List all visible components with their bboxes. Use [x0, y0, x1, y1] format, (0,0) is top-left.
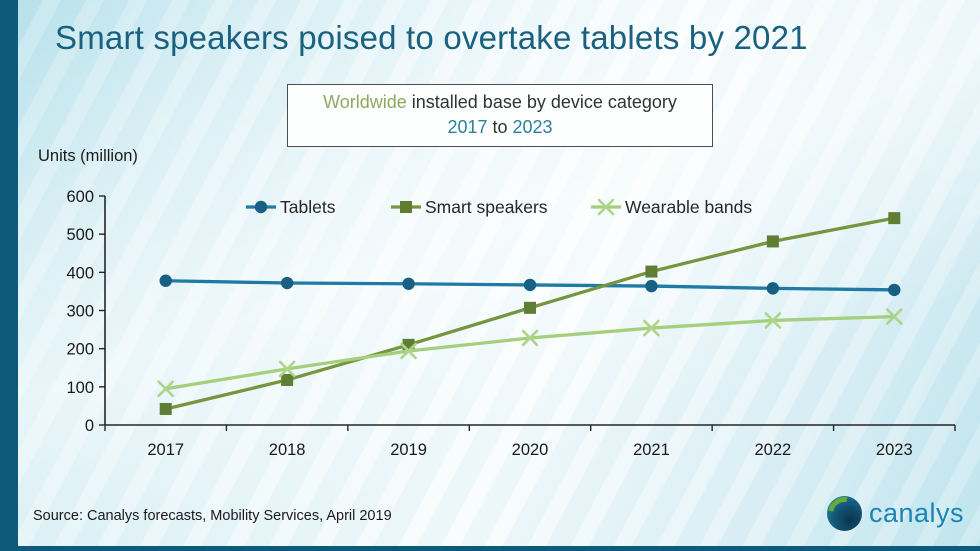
- subtitle-rest: installed base by device category: [406, 92, 677, 112]
- y-tick-label: 200: [66, 341, 94, 359]
- legend-label: Smart speakers: [425, 197, 548, 217]
- y-tick-label: 500: [66, 226, 94, 244]
- legend-label: Tablets: [280, 197, 336, 217]
- x-tick-label: 2021: [633, 441, 670, 459]
- canalys-globe-icon: [826, 496, 862, 531]
- source-note: Source: Canalys forecasts, Mobility Serv…: [33, 508, 392, 524]
- subtitle-line-2: 2017 to 2023: [288, 115, 712, 140]
- chart-subtitle-box: Worldwide installed base by device categ…: [287, 84, 713, 147]
- canalys-logo-text: canalys: [868, 498, 964, 528]
- x-tick-label: 2023: [876, 441, 913, 459]
- page-title: Smart speakers poised to overtake tablet…: [55, 19, 808, 56]
- x-tick-label: 2017: [147, 441, 184, 459]
- series-wearable-bands: [157, 308, 903, 398]
- subtitle-to: to: [487, 117, 513, 137]
- y-axis-title: Units (million): [38, 147, 138, 165]
- legend-item: [391, 201, 421, 213]
- y-tick-label: 100: [66, 379, 94, 397]
- canalys-logo: canalys: [826, 496, 964, 531]
- y-tick-label: 600: [66, 188, 94, 206]
- y-tick-label: 0: [85, 417, 94, 435]
- accent-bar-bottom: [0, 546, 980, 551]
- x-tick-label: 2022: [754, 441, 791, 459]
- x-tick-label: 2020: [512, 441, 549, 459]
- y-tick-label: 300: [66, 303, 94, 321]
- chart-canvas: 0 100 200 300 400 500 600 2017 2018 2019 2020 2021 2…: [66, 188, 956, 459]
- series-tablets: [159, 274, 901, 297]
- subtitle-line-1: Worldwide installed base by device categ…: [288, 90, 712, 115]
- series-smart-speakers: [159, 212, 901, 415]
- legend-item: [246, 200, 276, 214]
- subtitle-worldwide: Worldwide: [323, 92, 407, 112]
- subtitle-year-start: 2017: [447, 117, 488, 137]
- legend-label: Wearable bands: [625, 197, 752, 217]
- subtitle-year-end: 2023: [512, 117, 553, 137]
- accent-bar-left: [0, 0, 18, 551]
- x-tick-label: 2019: [390, 441, 427, 459]
- y-tick-label: 400: [66, 264, 94, 282]
- legend-item: [591, 198, 621, 216]
- x-tick-label: 2018: [269, 441, 306, 459]
